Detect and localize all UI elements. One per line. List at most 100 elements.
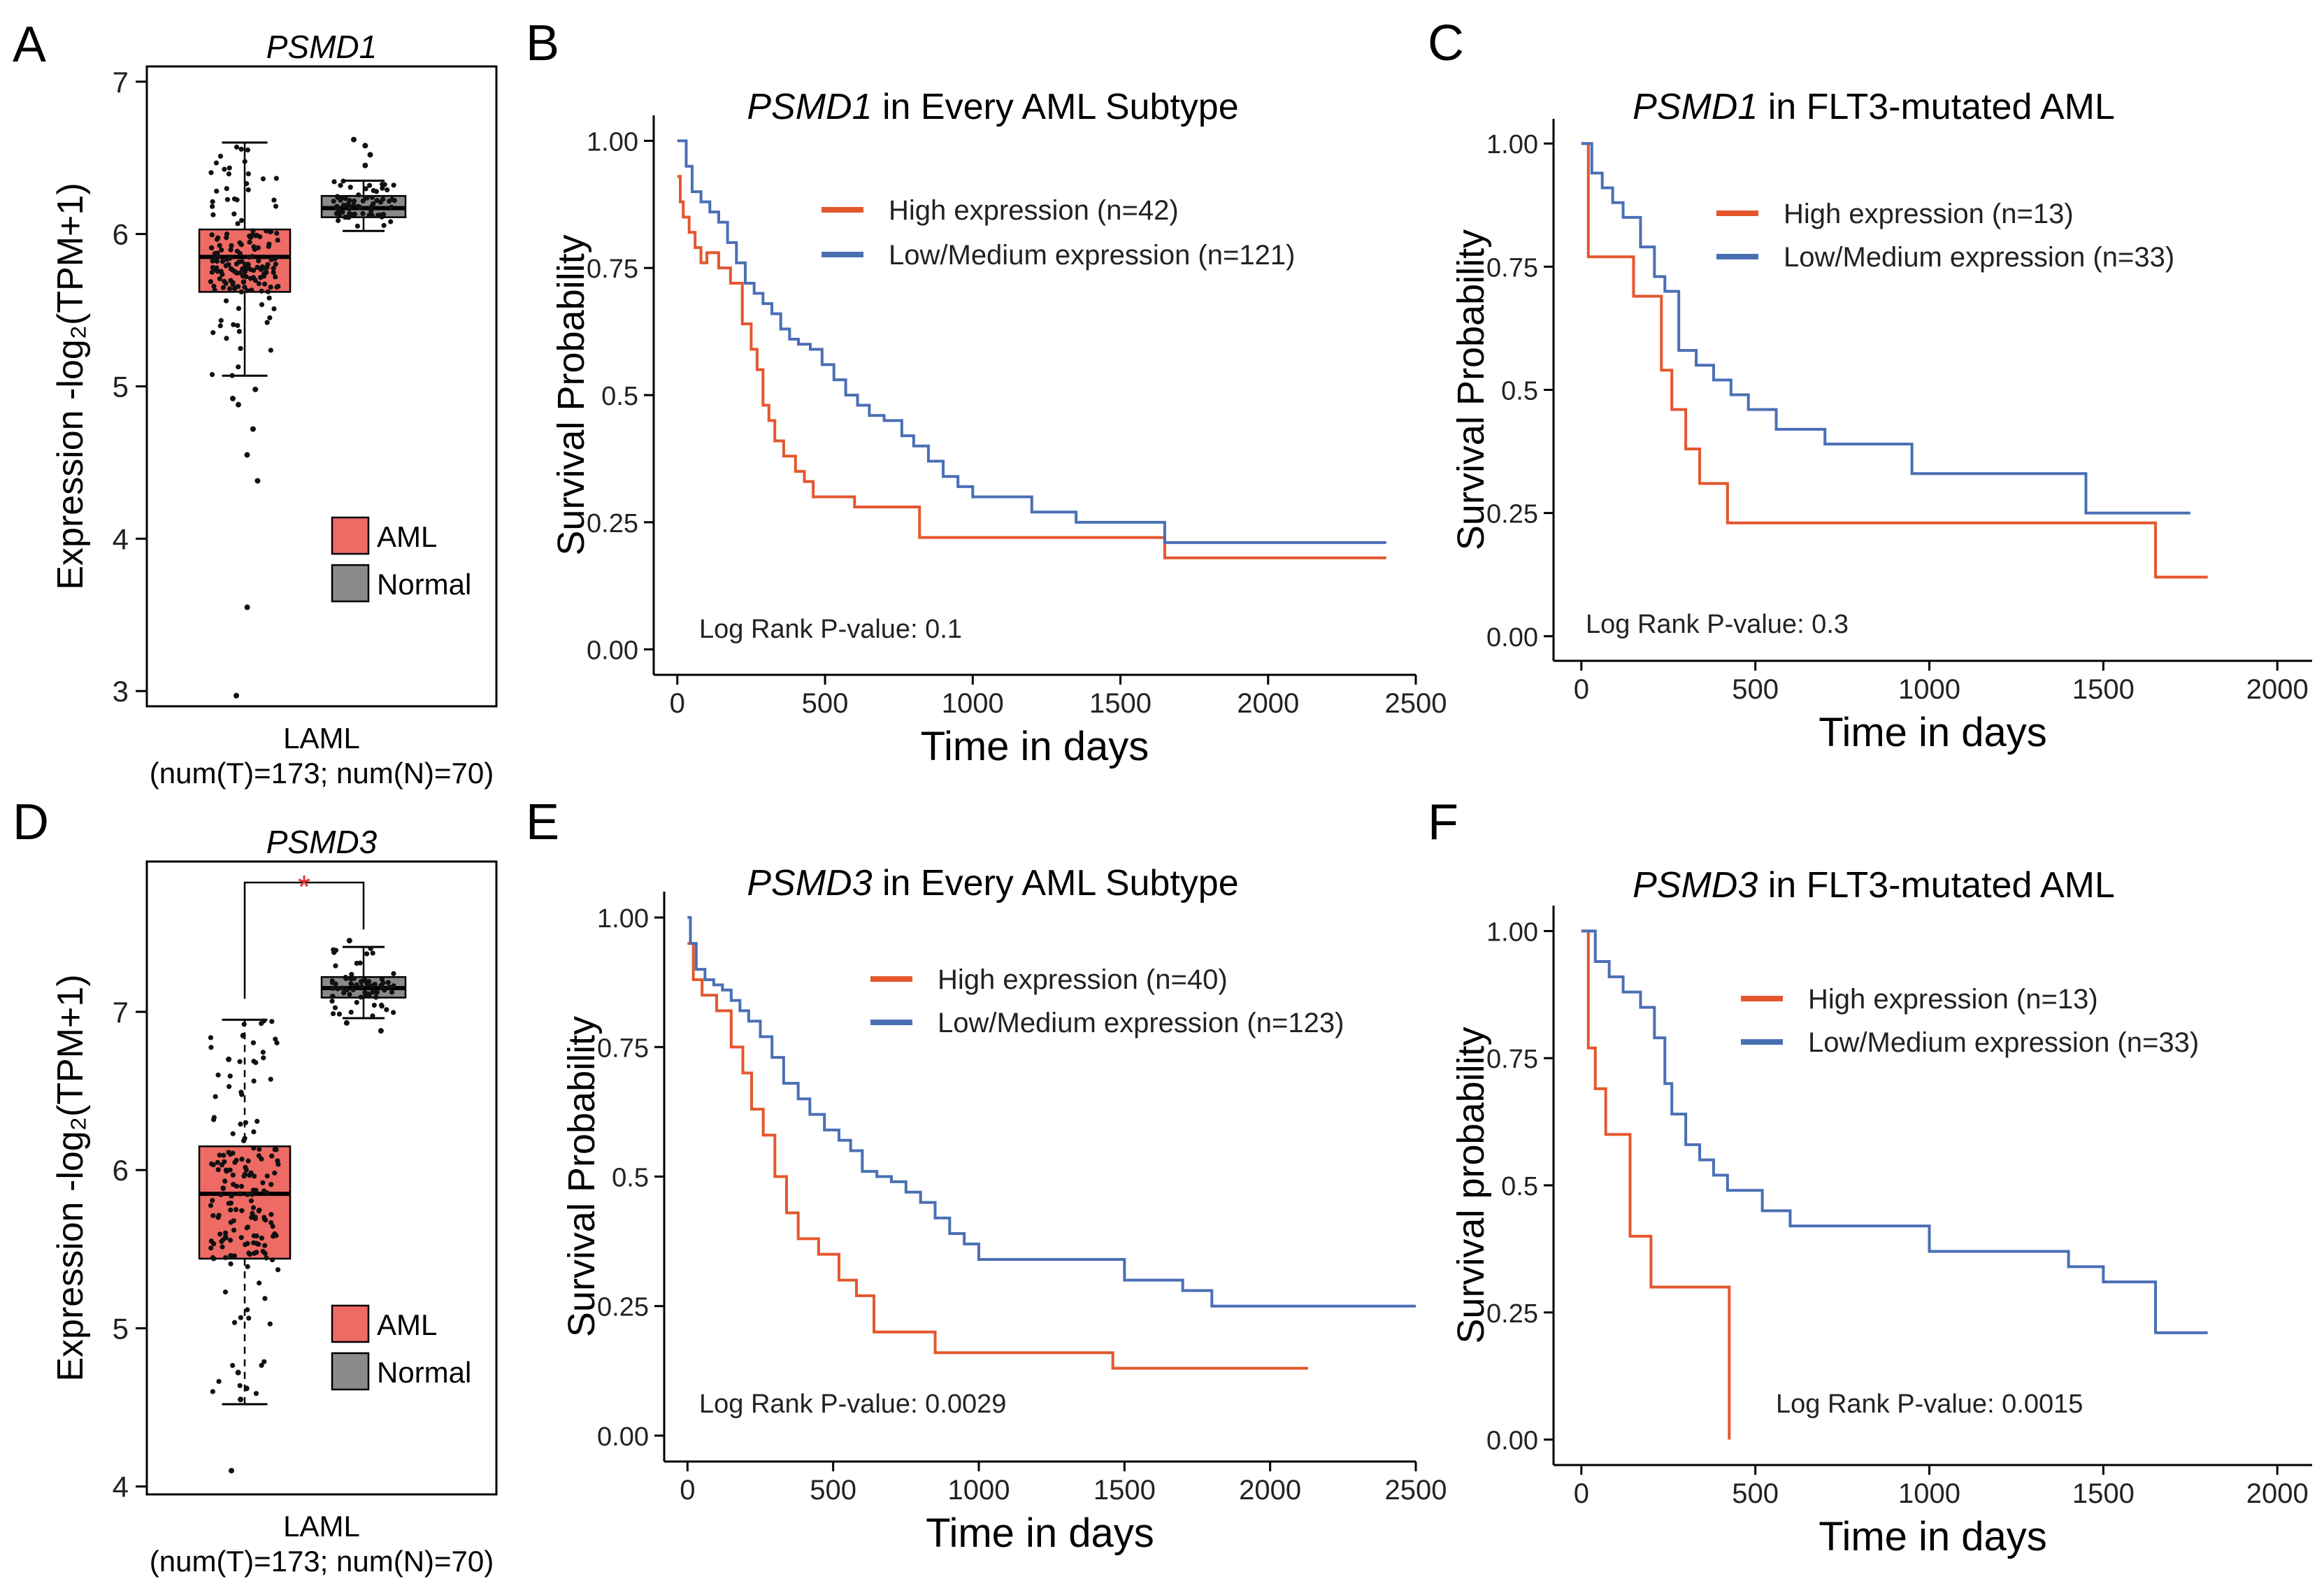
box-aml-point <box>211 1256 217 1262</box>
x-axis-label: Time in days <box>921 724 1149 769</box>
y-axis-label: Expression -log₂(TPM+1) <box>50 974 91 1381</box>
box-aml-point <box>250 1210 255 1216</box>
legend-label-low: Low/Medium expression (n=33) <box>1808 1027 2199 1058</box>
y-tick-label: 0.5 <box>601 382 638 411</box>
curve-low-medium-expression <box>1581 929 2208 1334</box>
box-aml-point <box>224 1169 229 1174</box>
box-aml-point <box>217 153 224 159</box>
box-aml-point <box>231 322 236 327</box>
y-tick-label: 0.25 <box>587 509 638 538</box>
x-tick-label: 1500 <box>1093 1475 1156 1506</box>
chart-title-rest: in FLT3-mutated AML <box>1758 87 2115 127</box>
x-axis-label: Time in days <box>1819 1514 2047 1559</box>
box-aml-point <box>274 285 280 290</box>
box-aml-point <box>264 1190 270 1196</box>
chart-title: PSMD3 in FLT3-mutated AML <box>1633 865 2115 906</box>
box-aml-point <box>237 1383 243 1389</box>
box-aml-point <box>249 1192 254 1197</box>
box-aml-outlier <box>229 395 236 401</box>
box-aml-point <box>269 1153 275 1159</box>
legend-swatch-aml <box>331 1304 370 1343</box>
box-normal-point <box>333 204 339 210</box>
box-aml-point <box>245 1158 251 1164</box>
panel-c: PSMD1 in FLT3-mutated AML 0 500 1000 1500 200… <box>1450 87 2312 755</box>
box-aml-point <box>251 268 257 273</box>
box-normal-point <box>340 985 345 991</box>
box-aml-point <box>238 289 244 295</box>
box-aml-point <box>247 1173 252 1178</box>
y-tick-label: 0.25 <box>597 1293 649 1322</box>
box-aml-point <box>214 236 220 242</box>
y-tick-label: 6 <box>113 1154 129 1187</box>
box-aml-point <box>212 250 217 257</box>
box-aml-point <box>268 257 274 262</box>
box-normal-point <box>385 187 390 193</box>
box-normal-outlier <box>367 152 373 158</box>
box-normal-point <box>340 178 346 184</box>
chart-title-gene: PSMD1 <box>1633 87 1758 127</box>
y-tick-label: 7 <box>113 996 129 1029</box>
box-aml-point <box>228 1151 234 1157</box>
box-aml-point <box>242 1136 248 1141</box>
significance-bracket <box>243 881 365 999</box>
panel-f: PSMD3 in FLT3-mutated AML 0 500 1000 1500 200… <box>1450 865 2312 1559</box>
x-tick-label: 1500 <box>2072 674 2135 705</box>
box-aml-point <box>228 247 234 252</box>
box-normal-point <box>363 186 368 192</box>
box-aml-point <box>248 1198 254 1203</box>
box-normal-point <box>391 183 396 188</box>
box-aml-point <box>261 1055 266 1061</box>
curve-low-medium-expression <box>1581 142 2190 515</box>
box-aml-point <box>229 373 235 378</box>
box-aml-outlier <box>244 604 250 610</box>
box-aml-point <box>269 1019 275 1024</box>
y-tick-label: 5 <box>113 1312 129 1345</box>
box-aml-point <box>241 1173 247 1179</box>
box-aml-outlier <box>234 692 240 699</box>
box-normal-point <box>336 212 343 217</box>
box-aml-point <box>219 1162 224 1168</box>
box-aml-point <box>222 1255 229 1261</box>
box-normal-point <box>382 987 387 993</box>
box-normal-point <box>364 195 370 201</box>
box-aml-point <box>218 317 224 323</box>
logrank-pvalue: Log Rank P-value: 0.1 <box>699 615 962 644</box>
box-aml-point <box>241 279 246 285</box>
box-aml-point <box>210 212 216 217</box>
box-aml-point <box>238 146 244 152</box>
curve-low-medium-expression <box>677 139 1386 544</box>
box-aml-point <box>237 240 243 245</box>
panel-letter-d: D <box>13 794 49 850</box>
box-aml-point <box>215 1166 221 1173</box>
panel-d: PSMD3 Expression -log₂(TPM+1) 4 5 6 7 LAML(num… <box>50 824 498 1578</box>
logrank-pvalue: Log Rank P-value: 0.0029 <box>699 1390 1006 1419</box>
box-aml-point <box>217 1231 223 1237</box>
box-aml-point <box>220 285 227 290</box>
box-aml-point <box>245 1192 250 1197</box>
box-aml-point <box>233 1207 239 1213</box>
y-tick-label: 4 <box>113 522 129 555</box>
box-aml-point <box>210 1389 215 1394</box>
box-aml-outlier <box>244 452 250 458</box>
box-aml-point <box>231 1227 237 1233</box>
box-normal-point <box>370 950 375 956</box>
box-normal-point <box>336 1011 343 1017</box>
box-aml-point <box>231 1320 238 1325</box>
box-normal-point <box>347 992 352 997</box>
box-aml-point <box>235 322 241 329</box>
y-tick-label: 1.00 <box>597 904 649 934</box>
box-aml-point <box>268 1212 274 1217</box>
box-aml-point <box>245 262 251 267</box>
legend-label-normal: Normal <box>377 568 471 601</box>
box-aml-point <box>241 1022 247 1027</box>
box-aml-point <box>261 1018 267 1024</box>
box-normal-outlier <box>362 143 368 149</box>
chart-title: PSMD1 in Every AML Subtype <box>747 87 1238 127</box>
box-normal-point <box>366 183 373 188</box>
y-tick-label: 0.5 <box>1501 1172 1538 1201</box>
chart-title-rest: in Every AML Subtype <box>873 87 1239 127</box>
box-aml-point <box>251 244 257 250</box>
x-tick-label: 0 <box>1574 1478 1589 1509</box>
box-aml-point <box>252 1173 257 1179</box>
box-aml-point <box>268 1076 273 1082</box>
